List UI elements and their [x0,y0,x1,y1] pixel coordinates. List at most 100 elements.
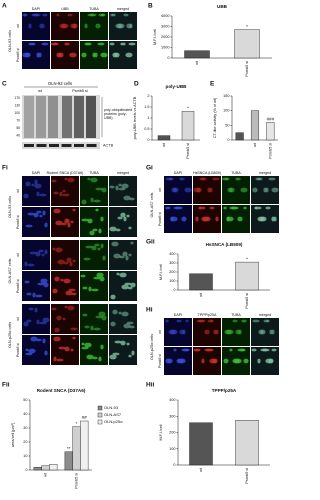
column-header: TUBA [89,171,99,175]
cell-signal [120,42,124,46]
cell-signal [110,13,114,17]
micrograph [251,347,279,375]
cell-signal [63,261,69,265]
cell-signal [82,313,88,317]
lane-label: Psmb5 si [72,89,88,93]
cell-signal [99,276,105,282]
cell-signal [63,278,71,284]
cell-signal [223,206,227,210]
column-header: DAPI [32,171,40,175]
cell-signal [33,212,39,218]
cell-signal [127,286,133,290]
y-tick-label: 0 [173,288,175,292]
cell-signal [81,52,87,58]
cell-signal [32,292,36,298]
cell-signal [227,187,233,193]
cell-signal [67,222,71,228]
cell-signal [269,329,273,335]
cell-signal [251,348,257,352]
cell-signal [226,216,230,222]
cell-signal [185,319,189,323]
blot-smear [86,96,96,138]
x-tick-label: wt [199,467,203,472]
cell-signal [36,210,42,214]
x-tick-label: Psmb5 si [268,143,272,159]
cell-signal [92,228,98,232]
cell-signal [237,348,245,352]
cell-signal [254,206,258,210]
cell-signal [66,257,72,263]
micrograph [109,176,137,206]
y-tick-label: 0.5 [144,127,149,131]
cell-signal [86,354,94,360]
column-header: TUBA [231,171,241,175]
cell-signal [179,177,183,181]
cell-signal [112,309,118,315]
cell-signal [84,342,92,348]
cell-signal [35,251,41,257]
cell-signal [40,278,48,284]
cell-signal [31,13,39,17]
y-tick-label: 3000 [161,25,169,29]
micrograph [109,304,137,334]
y-axis-label: CT-like activity (% of wt) [213,97,217,138]
micrograph [22,12,50,40]
significance: * [76,421,78,426]
chart-title: HsSNCA (LB509) [206,242,243,247]
column-header: Rodent SNCA (D37A6) [47,171,84,175]
cell-signal [88,286,92,292]
cell-signal [95,208,99,212]
cell-signal [168,329,176,335]
cell-signal [263,187,267,193]
cell-signal [119,255,125,259]
legend-swatch [97,419,103,425]
cell-signal [72,336,76,340]
y-tick-label: 300 [169,414,175,418]
cell-signal [81,342,85,346]
cell-signal [170,216,174,222]
chart-title: UBB [217,4,228,9]
cell-signal [62,189,66,193]
cell-signal [84,42,90,46]
cell-signal [128,354,132,358]
bar [234,29,260,59]
cell-signal [67,305,75,311]
cell-signal [28,348,36,354]
cell-signal [59,191,63,197]
cell-signal [263,319,269,323]
cell-signal [268,177,276,181]
cell-signal [126,23,132,29]
cell-signal [128,226,132,230]
cell-signal [100,243,104,249]
row-label: wt [16,253,20,256]
cell-signal [111,241,119,247]
blot-smear [74,96,84,138]
y-tick-label: 400 [169,252,175,256]
cell-signal [59,23,67,29]
bar [235,420,259,466]
micrograph [109,207,137,237]
cell-signal [25,181,31,187]
y-tick-label: 0 [167,56,169,60]
cell-signal [51,307,57,311]
bar [181,111,195,141]
cell-signal [68,288,76,292]
cell-signal [92,52,96,58]
significance: * [187,106,189,111]
cell-signal [25,224,33,228]
cell-signal [109,42,115,46]
cell-signal [204,348,212,352]
y-tick-label: 10 [23,454,27,458]
cell-signal [81,218,89,222]
y-tick-label: 150 [223,94,229,98]
x-tick-label: Psmb5 si [245,468,249,484]
significance: * [246,24,248,29]
cell-signal [240,187,248,193]
y-axis-label: M.F.I./cell [159,264,163,280]
cell-signal [50,42,58,46]
cell-signal [27,212,35,216]
chart-title: Rodent SNCA (D37A6) [37,388,86,393]
cell-signal [52,247,56,251]
cell-signal [130,282,136,288]
cell-signal [58,346,66,350]
